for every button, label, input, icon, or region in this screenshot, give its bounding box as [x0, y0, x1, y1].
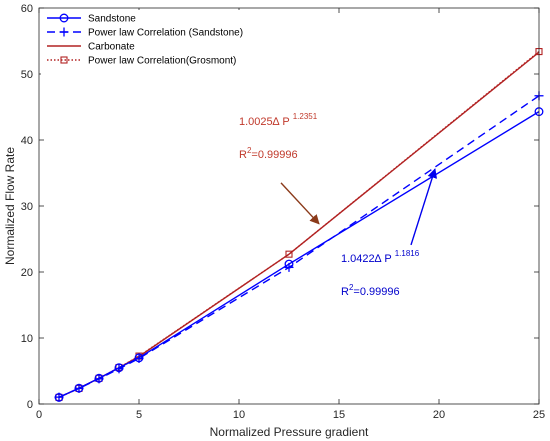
annotation-arrow: [280, 182, 320, 225]
annotation-equation: 1.0025∆ P 1.2351: [239, 112, 318, 128]
legend: Sandstone Power law Correlation (Sandston…: [41, 10, 253, 81]
equation-base: P: [384, 253, 391, 265]
data-point: [74, 383, 84, 393]
legend-marker: [59, 13, 69, 23]
series-line: [58, 111, 540, 399]
y-tick-label: 10: [21, 333, 33, 345]
annotation-r-squared: R2=0.99996: [341, 283, 400, 298]
legend-label: Sandstone: [88, 14, 136, 25]
legend-marker: [60, 56, 68, 64]
r2-sup: 2: [349, 283, 354, 292]
r2-value: =0.99996: [353, 286, 399, 298]
annotation-carbonate: 1.0025∆ P 1.2351 R2=0.99996: [239, 112, 320, 225]
legend-label: Carbonate: [88, 42, 135, 53]
r2-sup: 2: [247, 146, 252, 155]
y-tick-label: 20: [21, 267, 33, 279]
axes-box: [38, 7, 540, 405]
series-layer: [54, 48, 544, 402]
y-tick-label: 50: [21, 69, 33, 81]
equation-delta: ∆: [273, 116, 280, 128]
y-axis-label: Normalized Flow Rate: [3, 147, 17, 265]
r2-value: =0.99996: [251, 149, 297, 161]
equation-coef: 1.0422: [341, 253, 375, 265]
y-tick-label: 60: [21, 3, 33, 15]
x-tick-label: 15: [333, 409, 345, 421]
equation-exponent: 1.2351: [293, 112, 318, 121]
x-tick-label: 10: [233, 409, 245, 421]
equation-coef: 1.0025: [239, 116, 273, 128]
data-point: [114, 363, 124, 373]
y-tick-label: 30: [21, 201, 33, 213]
equation-exponent: 1.1816: [395, 249, 420, 258]
y-tick-label: 40: [21, 135, 33, 147]
r2-prefix: R: [239, 149, 247, 161]
annotation-r-squared: R2=0.99996: [239, 146, 298, 161]
data-point: [54, 392, 64, 402]
r2-prefix: R: [341, 286, 349, 298]
x-tick-label: 5: [136, 409, 142, 421]
data-point: [94, 373, 104, 383]
legend-label: Power law Correlation(Grosmont): [88, 56, 236, 67]
x-tick-label: 20: [433, 409, 445, 421]
annotation-arrow: [410, 168, 438, 246]
x-tick-label: 25: [533, 409, 545, 421]
equation-base: P: [282, 116, 289, 128]
data-point: [134, 353, 144, 363]
x-axis-label: Normalized Pressure gradient: [210, 425, 369, 439]
y-tick-label: 0: [27, 399, 33, 411]
annotation-sandstone: 1.0422∆ P 1.1816 R2=0.99996: [341, 168, 438, 298]
equation-delta: ∆: [375, 253, 382, 265]
annotation-equation: 1.0422∆ P 1.1816: [341, 249, 420, 265]
x-tick-label: 0: [36, 409, 42, 421]
data-point: [285, 250, 293, 258]
legend-marker: [59, 27, 69, 37]
series-0: [54, 107, 544, 402]
legend-item: Power law Correlation (Sandstone): [47, 27, 243, 39]
data-point: [284, 259, 294, 269]
legend-item: Power law Correlation(Grosmont): [47, 56, 236, 67]
legend-label: Power law Correlation (Sandstone): [88, 28, 243, 39]
legend-item: Sandstone: [47, 14, 136, 25]
legend-item: Carbonate: [47, 42, 135, 53]
